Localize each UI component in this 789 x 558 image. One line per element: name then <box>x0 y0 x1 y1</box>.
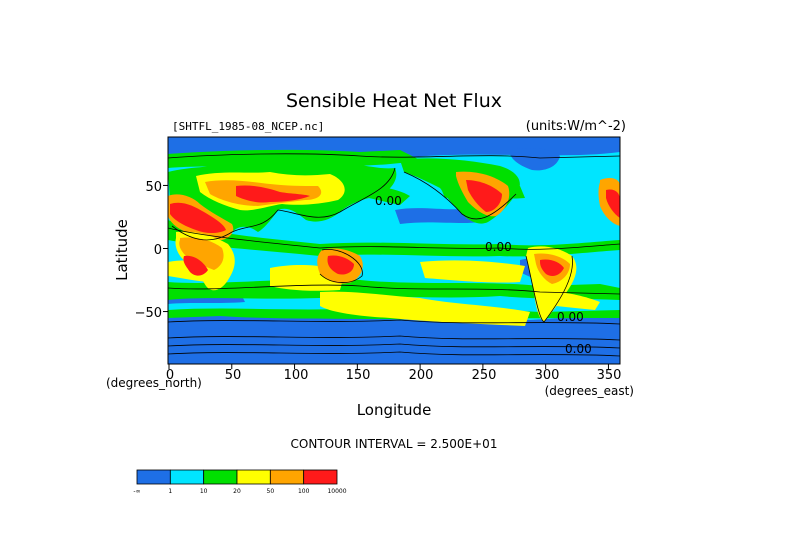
axis-ticks <box>163 184 609 369</box>
colorbar-swatch <box>136 469 171 485</box>
x-tick-label: 0 <box>166 368 174 383</box>
contour-label: 0.00 <box>557 310 584 324</box>
colorbar-label: 1 <box>168 488 172 495</box>
x-tick-label: 150 <box>346 368 371 383</box>
units-label: (units:W/m^-2) <box>526 119 626 134</box>
colorbar-swatch <box>269 469 305 485</box>
y-tick-label: 0 <box>154 243 162 258</box>
x-tick-label: 300 <box>535 368 560 383</box>
file-subtitle: [SHTFL_1985-08_NCEP.nc] <box>172 120 324 133</box>
y-tick-labels: 50 0 −50 <box>135 180 162 321</box>
x-tick-label: 350 <box>597 368 622 383</box>
colorbar-label: 50 <box>267 488 275 495</box>
colorbar-swatch <box>236 469 271 485</box>
colorbar-label: 20 <box>233 488 241 495</box>
colorbar-label: 10 <box>200 488 208 495</box>
x-tick-labels: 0 50 100 150 200 250 300 350 <box>166 368 622 383</box>
colorbar-swatch <box>203 469 238 485</box>
chart-title: Sensible Heat Net Flux <box>286 90 502 112</box>
colorbar-label: 10000 <box>327 488 346 495</box>
x-unit-label: (degrees_east) <box>545 384 634 398</box>
contour-label: 0.00 <box>375 194 402 208</box>
x-tick-label: 250 <box>472 368 497 383</box>
contour-label: 0.00 <box>485 240 512 254</box>
colorbar-swatch <box>169 469 205 485</box>
colorbar-swatch <box>303 469 338 485</box>
contour-interval: CONTOUR INTERVAL = 2.500E+01 <box>291 437 498 451</box>
colorbar-label: 100 <box>298 488 310 495</box>
x-axis-title: Longitude <box>357 401 432 419</box>
x-tick-label: 50 <box>225 368 242 383</box>
y-unit-label: (degrees_north) <box>106 376 202 390</box>
y-tick-label: 50 <box>145 180 162 195</box>
plot-frame <box>167 136 621 365</box>
x-tick-label: 200 <box>409 368 434 383</box>
colorbar: -∞ 1 10 20 50 100 10000 <box>133 469 347 495</box>
y-axis-title: Latitude <box>113 219 131 281</box>
contour-label: 0.00 <box>565 342 592 356</box>
flux-map <box>168 137 620 364</box>
y-tick-label: −50 <box>135 306 162 321</box>
colorbar-label: -∞ <box>133 488 140 495</box>
x-tick-label: 100 <box>284 368 309 383</box>
